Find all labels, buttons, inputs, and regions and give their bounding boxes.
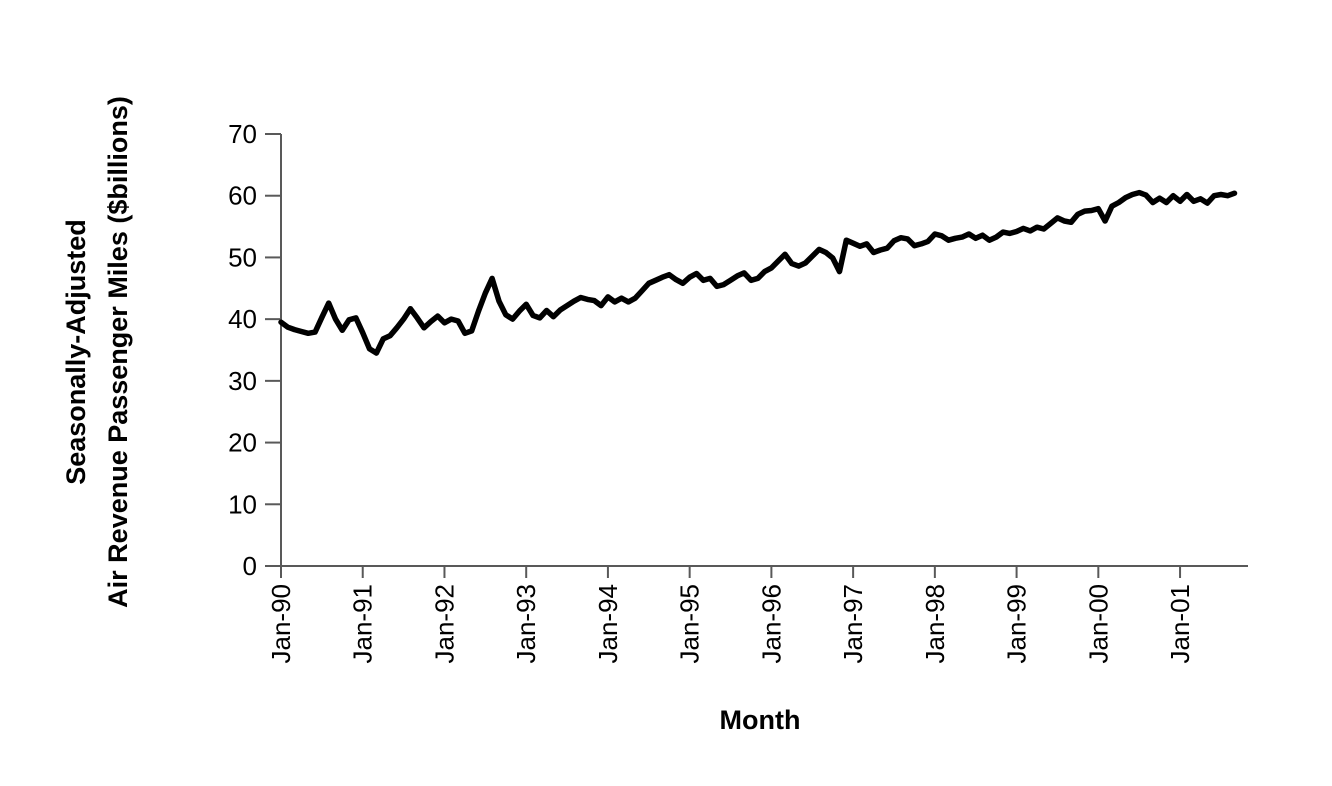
x-tick-label: Jan-92	[429, 584, 459, 664]
x-axis-ticks: Jan-90 Jan-91 Jan-92 Jan-93 Jan-94 Jan-95 Jan-…	[266, 566, 1195, 664]
x-tick-label: Jan-99	[1002, 584, 1032, 664]
y-tick-label: 70	[228, 119, 257, 149]
y-tick-label: 20	[228, 428, 257, 458]
y-tick-label: 30	[228, 366, 257, 396]
axis-lines	[280, 134, 1248, 567]
x-tick-label: Jan-01	[1165, 584, 1195, 664]
y-axis-title-line1: Seasonally-Adjusted	[61, 219, 91, 485]
y-axis-title-line2: Air Revenue Passenger Miles ($billions)	[103, 96, 133, 608]
y-tick-label: 0	[243, 551, 257, 581]
y-tick-label: 40	[228, 304, 257, 334]
axes	[280, 134, 1248, 567]
data-line-series	[278, 189, 1238, 356]
x-tick-label: Jan-00	[1083, 584, 1113, 664]
x-tick-label: Jan-90	[266, 584, 296, 664]
x-tick-label: Jan-93	[511, 584, 541, 664]
y-tick-label: 50	[228, 242, 257, 272]
x-tick-label: Jan-96	[756, 584, 786, 664]
y-tick-label: 10	[228, 489, 257, 519]
x-tick-label: Jan-94	[593, 584, 623, 664]
x-tick-label: Jan-91	[348, 584, 378, 664]
x-tick-label: Jan-97	[838, 584, 868, 664]
x-axis-title: Month	[720, 705, 801, 735]
y-axis-ticks: 0 10 20 30 40 50 60 70	[228, 119, 281, 581]
x-tick-label: Jan-98	[920, 584, 950, 664]
y-tick-label: 60	[228, 181, 257, 211]
x-tick-label: Jan-95	[675, 584, 705, 664]
